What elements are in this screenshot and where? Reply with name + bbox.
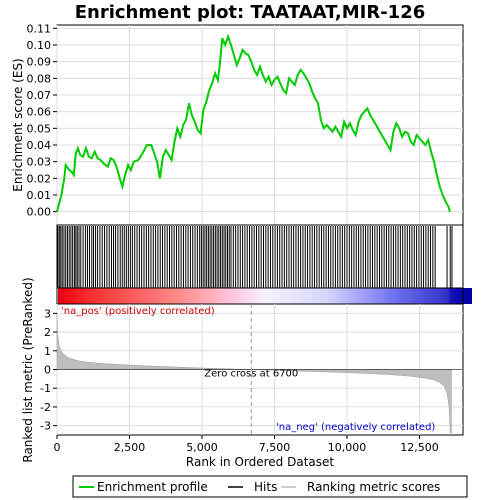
es-tick-label: 0.06 <box>27 106 52 119</box>
rank-color-bar <box>56 287 472 305</box>
zero-cross-label: Zero cross at 6700 <box>204 369 298 380</box>
legend-hits-label: Hits <box>254 480 277 494</box>
x-tick-label: 7,500 <box>259 441 291 454</box>
es-panel: 0.00 0.01 0.02 0.03 0.04 0.05 0.06 0.07 0.08 0.09… <box>11 22 464 226</box>
metric-tick-label: -1 <box>40 382 51 395</box>
metric-y-axis-title: Ranked list metric (PreRanked) <box>21 277 35 462</box>
metric-tick-label: 3 <box>44 307 51 320</box>
x-tick-label: 5,000 <box>186 441 218 454</box>
legend: Enrichment profile Hits Ranking metric s… <box>72 475 468 498</box>
hit-lines <box>57 226 453 288</box>
metric-tick-label: 0 <box>44 364 51 377</box>
es-tick-label: 0.09 <box>27 56 52 69</box>
es-tick-label: 0.01 <box>27 189 52 202</box>
rank-color-gradient <box>58 288 472 304</box>
hits-panel <box>56 224 464 289</box>
metric-y-axis: -3 -2 -1 0 1 2 3 <box>40 307 57 433</box>
es-tick-label: 0.00 <box>27 206 52 219</box>
es-tick-label: 0.11 <box>27 22 52 35</box>
es-tick-label: 0.05 <box>27 122 52 135</box>
positive-correlation-label: 'na_pos' (positively correlated) <box>61 306 215 317</box>
x-axis: 0 2,500 5,000 7,500 10,000 12,500 <box>54 435 439 454</box>
es-y-axis-title: Enrichment score (ES) <box>11 58 25 191</box>
negative-correlation-label: 'na_neg' (negatively correlated) <box>276 422 435 433</box>
es-tick-label: 0.08 <box>27 72 52 85</box>
es-tick-label: 0.03 <box>27 156 52 169</box>
legend-box <box>72 475 468 498</box>
x-tick-label: 10,000 <box>328 441 367 454</box>
es-tick-label: 0.04 <box>27 139 52 152</box>
es-tick-label: 0.07 <box>27 89 52 102</box>
ranking-metric-area <box>56 313 452 434</box>
x-tick-label: 0 <box>54 441 61 454</box>
metric-tick-label: 1 <box>44 345 51 358</box>
legend-metric-label: Ranking metric scores <box>307 480 440 494</box>
metric-tick-label: -3 <box>40 420 51 433</box>
es-tick-label: 0.02 <box>27 172 52 185</box>
metric-tick-label: -2 <box>40 401 51 414</box>
metric-panel: Zero cross at 6700 'na_pos' (positively … <box>21 277 464 469</box>
x-axis-title: Rank in Ordered Dataset <box>186 455 334 469</box>
es-y-axis: 0.00 0.01 0.02 0.03 0.04 0.05 0.06 0.07 0.08 0.09… <box>27 22 57 219</box>
legend-enrichment-label: Enrichment profile <box>97 480 208 494</box>
chart-title: Enrichment plot: TAATAAT,MIR-126 <box>75 2 426 23</box>
metric-tick-label: 2 <box>44 326 51 339</box>
x-tick-label: 2,500 <box>114 441 146 454</box>
es-tick-label: 0.10 <box>27 39 52 52</box>
enrichment-profile-line <box>56 33 451 212</box>
x-tick-label: 12,500 <box>400 441 439 454</box>
